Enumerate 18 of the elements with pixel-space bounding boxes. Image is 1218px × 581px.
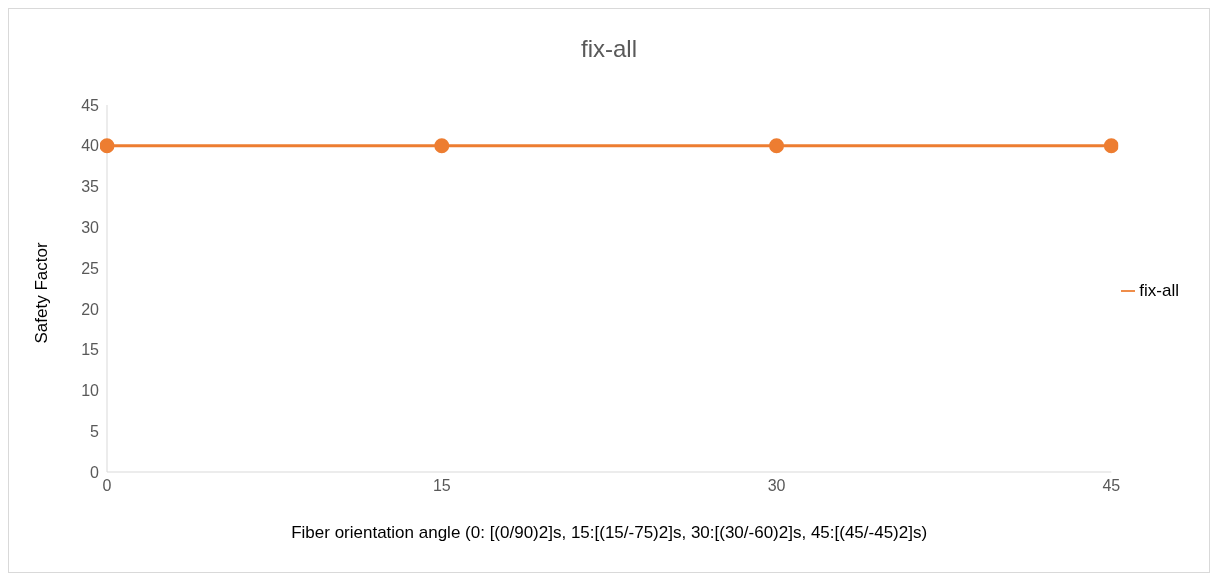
y-tick-label: 0 xyxy=(90,463,100,481)
x-tick-label: 0 xyxy=(102,477,112,495)
y-axis-title: Safety Factor xyxy=(32,242,52,344)
y-tick-label: 35 xyxy=(81,178,100,196)
y-tick-label: 25 xyxy=(81,259,100,277)
x-tick-label: 45 xyxy=(1102,477,1121,495)
x-tick-label: 15 xyxy=(432,477,451,495)
y-tick-label: 15 xyxy=(81,341,100,359)
x-axis-title: Fiber orientation angle (0: [(0/90)2]s, 15:[(15/-75)2]s, 30:[(30/-60)2]s, 45:[(45/-45)2]s) xyxy=(291,523,928,542)
y-tick-label: 10 xyxy=(81,382,100,400)
legend-label: fix-all xyxy=(1139,280,1179,300)
chart-title: fix-all xyxy=(580,35,638,63)
y-tick-label: 45 xyxy=(81,96,100,114)
x-tick-label: 30 xyxy=(767,477,786,495)
y-tick-label: 30 xyxy=(81,219,100,237)
y-tick-label: 20 xyxy=(81,300,100,318)
y-tick-label: 40 xyxy=(81,137,100,155)
y-tick-label: 5 xyxy=(90,422,100,440)
